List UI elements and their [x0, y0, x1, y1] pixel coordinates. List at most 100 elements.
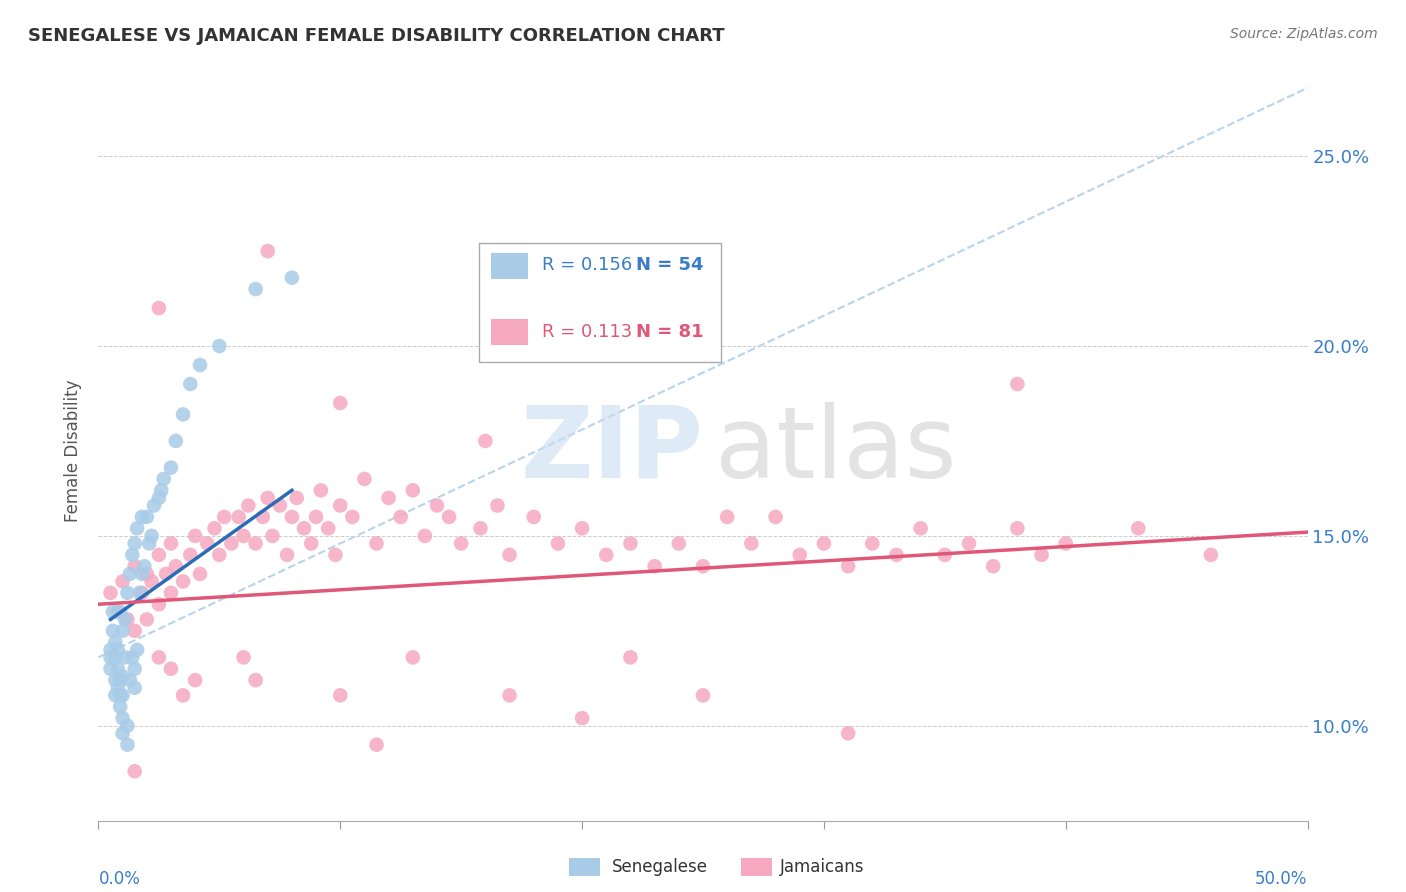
Point: [860, 536, 883, 550]
Point: [111, 624, 134, 638]
Point: [692, 559, 714, 574]
Point: [837, 726, 859, 740]
Point: [111, 689, 134, 703]
Point: [118, 566, 141, 581]
Point: [124, 624, 146, 638]
Point: [474, 434, 496, 448]
Point: [160, 460, 183, 475]
Point: [179, 548, 201, 562]
Point: [152, 472, 174, 486]
Point: [127, 642, 149, 657]
Point: [124, 559, 146, 574]
Text: SENEGALESE VS JAMAICAN FEMALE DISABILITY CORRELATION CHART: SENEGALESE VS JAMAICAN FEMALE DISABILITY…: [28, 27, 724, 45]
Point: [104, 635, 127, 649]
Point: [329, 499, 352, 513]
Point: [342, 509, 364, 524]
Point: [309, 483, 332, 498]
Point: [789, 548, 811, 562]
Point: [138, 536, 160, 550]
Point: [107, 605, 129, 619]
Point: [276, 548, 298, 562]
Point: [107, 642, 129, 657]
Point: [160, 662, 183, 676]
Point: [292, 521, 315, 535]
Point: [212, 509, 235, 524]
Point: [837, 559, 859, 574]
Point: [184, 673, 207, 688]
Point: [402, 483, 425, 498]
Point: [208, 548, 231, 562]
Point: [981, 559, 1004, 574]
Point: [813, 536, 835, 550]
Point: [486, 499, 509, 513]
Point: [245, 282, 267, 296]
Point: [402, 650, 425, 665]
Point: [329, 689, 352, 703]
Text: Source: ZipAtlas.com: Source: ZipAtlas.com: [1230, 27, 1378, 41]
Point: [100, 650, 122, 665]
Point: [100, 642, 122, 657]
Text: Senegalese: Senegalese: [612, 858, 707, 876]
Point: [128, 586, 150, 600]
Point: [148, 548, 170, 562]
Point: [127, 521, 149, 535]
Point: [143, 499, 166, 513]
Point: [316, 521, 339, 535]
Point: [114, 650, 136, 665]
Point: [299, 536, 322, 550]
Point: [886, 548, 908, 562]
Point: [104, 650, 127, 665]
Point: [184, 529, 207, 543]
Point: [329, 396, 352, 410]
Point: [450, 536, 472, 550]
Point: [366, 738, 388, 752]
Point: [121, 650, 143, 665]
Point: [252, 509, 274, 524]
Point: [595, 548, 617, 562]
Point: [124, 662, 146, 676]
Point: [389, 509, 412, 524]
Point: [104, 673, 127, 688]
Point: [117, 719, 139, 733]
Point: [124, 681, 146, 695]
Point: [195, 536, 218, 550]
Point: [232, 650, 254, 665]
Point: [150, 483, 173, 498]
Point: [470, 521, 492, 535]
Point: [204, 521, 226, 535]
Point: [160, 586, 183, 600]
Point: [285, 491, 308, 505]
Point: [111, 711, 134, 725]
Point: [221, 536, 243, 550]
Point: [124, 536, 146, 550]
Point: [111, 574, 134, 589]
Point: [281, 509, 304, 524]
Point: [121, 548, 143, 562]
Point: [118, 673, 141, 688]
Point: [141, 529, 163, 543]
Point: [172, 574, 194, 589]
Point: [644, 559, 666, 574]
Point: [245, 536, 267, 550]
Point: [353, 472, 375, 486]
Point: [131, 509, 153, 524]
Point: [117, 612, 139, 626]
Point: [188, 358, 211, 372]
Point: [101, 624, 124, 638]
Point: [108, 689, 131, 703]
Point: [437, 509, 460, 524]
Point: [934, 548, 956, 562]
Point: [256, 244, 278, 259]
Point: [117, 738, 139, 752]
Point: [716, 509, 738, 524]
Point: [523, 509, 546, 524]
Point: [366, 536, 388, 550]
Point: [498, 689, 520, 703]
Point: [141, 574, 163, 589]
Point: [124, 764, 146, 779]
Point: [108, 699, 131, 714]
Point: [172, 689, 194, 703]
Point: [114, 612, 136, 626]
Point: [131, 586, 153, 600]
Point: [148, 491, 170, 505]
